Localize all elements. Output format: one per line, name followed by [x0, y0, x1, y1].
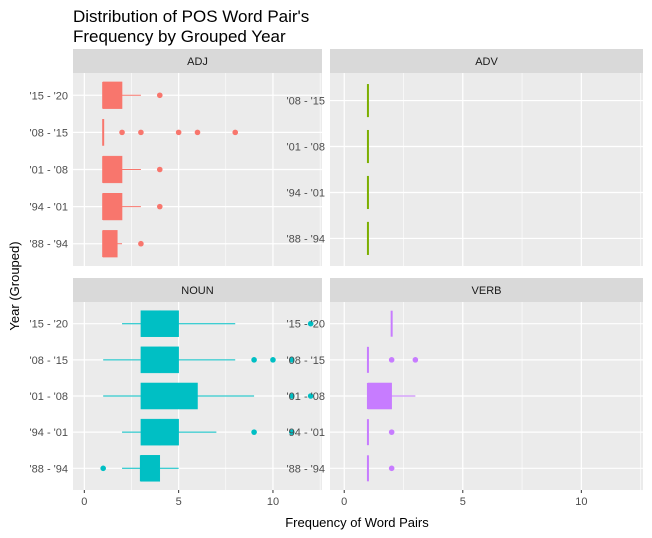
- outlier-point: [194, 129, 201, 136]
- outlier-point: [119, 129, 125, 136]
- panel-noun: NOUN '15 - '20 '08 - '15 '01 - '08 '94 - '01…: [30, 278, 322, 508]
- outlier-point: [388, 429, 395, 435]
- y-axis-label: Year (Grouped): [7, 241, 22, 330]
- y-tick-label: '01 - '08: [287, 142, 325, 154]
- outlier-point: [156, 203, 163, 210]
- outlier-point: [412, 357, 419, 363]
- panel-background: [330, 73, 643, 266]
- outlier-point: [307, 320, 314, 327]
- y-tick-label: '08 - '15: [287, 355, 325, 367]
- boxplot-08-15: [102, 119, 239, 146]
- y-tick-label: '94 - '01: [287, 187, 325, 199]
- boxplot-94-01: [122, 418, 295, 446]
- y-tick-label: '94 - '01: [30, 427, 68, 439]
- outlier-point: [156, 166, 163, 173]
- x-tick-label: 5: [176, 496, 182, 508]
- y-tick-label: '01 - '08: [30, 391, 68, 403]
- y-tick-label: '88 - '94: [30, 239, 68, 251]
- outlier-point: [138, 240, 144, 247]
- facet-strip: [73, 278, 322, 302]
- panel-adj: ADJ '15 - '20 '08 - '15 '01 - '08 '94 - '01 '…: [30, 49, 322, 266]
- box: [102, 193, 123, 221]
- box: [367, 382, 392, 410]
- y-tick-label: '15 - '20: [30, 90, 68, 102]
- outlier-point: [289, 429, 295, 435]
- boxplot-01-08: [103, 382, 314, 410]
- boxplot-88-94: [102, 230, 144, 258]
- box: [102, 230, 118, 258]
- outlier-point: [289, 393, 295, 399]
- boxplot-94-01: [102, 193, 163, 221]
- y-tick-label: '08 - '15: [30, 355, 68, 367]
- x-tick-label: 0: [341, 496, 347, 508]
- x-tick-label: 10: [575, 496, 587, 508]
- panel-adv: ADV '08 - '15 '01 - '08 '94 - '01 '88 - '94: [287, 49, 643, 266]
- boxplot-01-08: [366, 382, 416, 410]
- outlier-point: [156, 92, 163, 99]
- box: [102, 155, 123, 184]
- facet-strip-label: ADV: [475, 56, 498, 68]
- x-tick-label: 10: [267, 496, 279, 508]
- y-tick-label: '88 - '94: [30, 463, 68, 475]
- outlier-point: [251, 429, 257, 435]
- boxplot-15-20: [122, 310, 314, 337]
- facet-strip: [330, 278, 643, 302]
- y-tick-label: '15 - '20: [287, 319, 325, 331]
- y-tick-label: '94 - '01: [287, 427, 325, 439]
- box: [102, 81, 123, 109]
- y-tick-label: '01 - '08: [30, 165, 68, 177]
- outlier-point: [175, 129, 182, 136]
- outlier-point: [388, 465, 395, 472]
- facet-strip-label: VERB: [472, 285, 502, 297]
- box: [140, 455, 161, 482]
- boxplot-08-15: [366, 346, 419, 373]
- outlier-point: [138, 129, 144, 136]
- facet-strip-label: NOUN: [181, 285, 213, 297]
- boxplot-88-94: [366, 455, 395, 482]
- box: [140, 382, 198, 410]
- outlier-point: [388, 357, 395, 363]
- facet-strip: [330, 49, 643, 73]
- y-tick-label: '08 - '15: [287, 96, 325, 108]
- boxplot-01-08: [102, 155, 163, 184]
- y-tick-label: '94 - '01: [30, 202, 68, 214]
- facet-panels: ADJ '15 - '20 '08 - '15 '01 - '08 '94 - '01 '…: [30, 49, 643, 508]
- x-tick-label: 0: [81, 496, 87, 508]
- outlier-point: [307, 393, 314, 399]
- boxplot-94-01: [366, 419, 395, 446]
- outlier-point: [270, 357, 276, 363]
- facet-strip-label: ADJ: [187, 56, 208, 68]
- boxplot-08-15: [103, 346, 295, 374]
- panel-verb: VERB '15 - '20 '08 - '15 '01 - '08 '94 - '01…: [287, 278, 643, 508]
- chart-title-line-1: Distribution of POS Word Pair's: [73, 7, 309, 26]
- boxplot-88-94: [100, 455, 179, 482]
- y-tick-label: '88 - '94: [287, 233, 325, 245]
- outlier-point: [100, 465, 106, 472]
- y-tick-label: '01 - '08: [287, 391, 325, 403]
- y-tick-label: '88 - '94: [287, 463, 325, 475]
- outlier-point: [251, 357, 257, 363]
- y-tick-label: '08 - '15: [30, 127, 68, 139]
- x-tick-label: 5: [460, 496, 466, 508]
- facet-strip: [73, 49, 322, 73]
- chart-title-line-2: Frequency by Grouped Year: [73, 27, 286, 46]
- outlier-point: [289, 357, 295, 363]
- outlier-point: [232, 129, 239, 136]
- y-tick-label: '15 - '20: [30, 319, 68, 331]
- x-axis-label: Frequency of Word Pairs: [285, 515, 429, 530]
- boxplot-15-20: [102, 81, 163, 109]
